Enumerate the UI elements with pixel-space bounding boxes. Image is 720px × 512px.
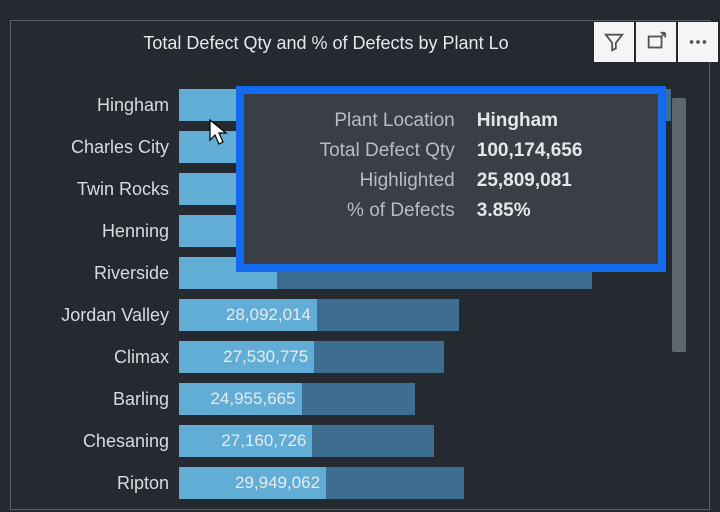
- chart-toolbar: [594, 22, 718, 62]
- tooltip-label: Total Defect Qty: [266, 140, 455, 162]
- category-label: Jordan Valley: [21, 305, 179, 326]
- category-label: Riverside: [21, 263, 179, 284]
- tooltip-label: Highlighted: [266, 170, 455, 192]
- bar-track: 27,530,775: [179, 341, 709, 373]
- bar-track: 29,949,062: [179, 467, 709, 499]
- category-label: Henning: [21, 221, 179, 242]
- datapoint-tooltip: Plant Location Hingham Total Defect Qty 100…: [236, 86, 666, 272]
- bar-value-label: 29,949,062: [235, 473, 320, 493]
- ellipsis-icon: [687, 31, 709, 53]
- chart-row[interactable]: Jordan Valley 28,092,014: [21, 294, 709, 336]
- chart-row[interactable]: Climax 27,530,775: [21, 336, 709, 378]
- filter-icon: [603, 31, 625, 53]
- bar-track: 24,955,665: [179, 383, 709, 415]
- bar-value-label: 28,092,014: [226, 305, 311, 325]
- focus-icon: [645, 31, 667, 53]
- category-label: Ripton: [21, 473, 179, 494]
- tooltip-value: 3.85%: [477, 200, 636, 222]
- filter-button[interactable]: [594, 22, 634, 62]
- tooltip-value: 100,174,656: [477, 140, 636, 162]
- bar-value-label: 27,160,726: [221, 431, 306, 451]
- chart-row[interactable]: Barling 24,955,665: [21, 378, 709, 420]
- more-options-button[interactable]: [678, 22, 718, 62]
- tooltip-value: Hingham: [477, 110, 636, 132]
- vertical-scrollbar[interactable]: [672, 98, 686, 352]
- category-label: Twin Rocks: [21, 179, 179, 200]
- tooltip-label: Plant Location: [266, 110, 455, 132]
- category-label: Chesaning: [21, 431, 179, 452]
- category-label: Climax: [21, 347, 179, 368]
- category-label: Charles City: [21, 137, 179, 158]
- bar-track: 27,160,726: [179, 425, 709, 457]
- tooltip-label: % of Defects: [266, 200, 455, 222]
- chart-row[interactable]: Chesaning 27,160,726: [21, 420, 709, 462]
- bar-value-label: 24,955,665: [210, 389, 295, 409]
- category-label: Hingham: [21, 95, 179, 116]
- bar-track: 28,092,014: [179, 299, 709, 331]
- bar-value-label: 27,530,775: [223, 347, 308, 367]
- chart-row[interactable]: Ripton 29,949,062: [21, 462, 709, 504]
- category-label: Barling: [21, 389, 179, 410]
- tooltip-value: 25,809,081: [477, 170, 636, 192]
- focus-mode-button[interactable]: [636, 22, 676, 62]
